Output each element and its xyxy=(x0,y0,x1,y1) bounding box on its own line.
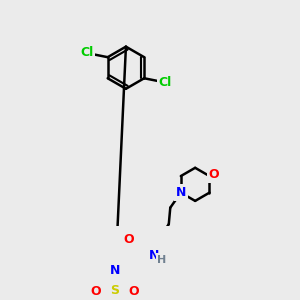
Text: Cl: Cl xyxy=(80,46,93,59)
Text: N: N xyxy=(176,186,186,199)
Text: O: O xyxy=(209,168,219,181)
Text: O: O xyxy=(128,286,139,298)
Text: O: O xyxy=(124,233,134,246)
Text: Cl: Cl xyxy=(159,76,172,89)
Text: S: S xyxy=(110,284,119,297)
Text: H: H xyxy=(158,255,166,265)
Text: N: N xyxy=(149,249,160,262)
Text: N: N xyxy=(110,264,120,278)
Text: O: O xyxy=(91,286,101,298)
